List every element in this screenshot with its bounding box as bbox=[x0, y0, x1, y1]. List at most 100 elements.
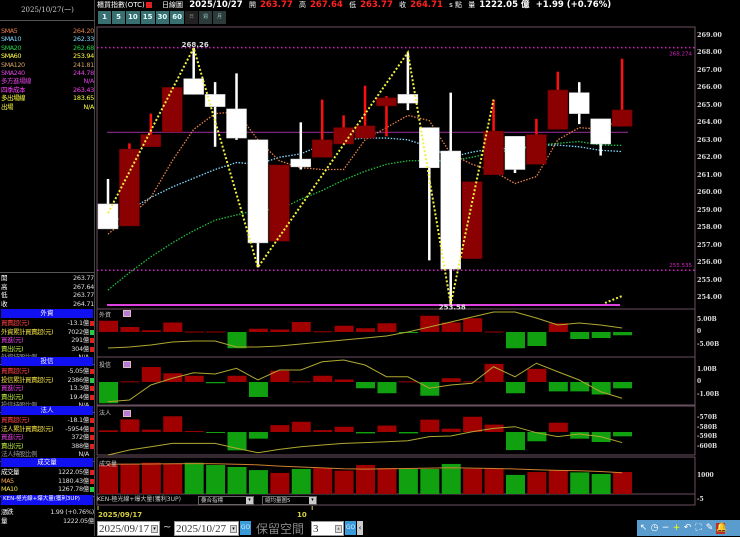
trend-marker-icon bbox=[90, 487, 94, 493]
bar bbox=[441, 322, 461, 332]
institutional-row: 買賣超(元) -18.1億 bbox=[1, 416, 94, 425]
row-value: 7022億 bbox=[67, 327, 89, 336]
sma5-line bbox=[107, 111, 623, 235]
peak-label: 268.26 bbox=[182, 41, 209, 49]
ohlc-value: 263.77 bbox=[73, 291, 94, 299]
bar bbox=[484, 363, 504, 382]
period-tab-1[interactable]: 1 bbox=[98, 11, 111, 24]
trend-marker-icon bbox=[90, 443, 94, 449]
bar bbox=[441, 378, 461, 382]
volume-bar bbox=[184, 462, 204, 494]
period-tab-30[interactable]: 30 bbox=[155, 11, 170, 24]
date-go-button[interactable]: GO bbox=[240, 521, 251, 535]
reserve-space-input[interactable]: 3 ± bbox=[311, 521, 344, 536]
x-tick-label: 2025/09/17 bbox=[98, 511, 143, 519]
bar bbox=[334, 379, 354, 382]
row-value: N/A bbox=[78, 401, 89, 410]
bar bbox=[313, 430, 333, 432]
period-tab-週[interactable]: 週 bbox=[199, 11, 212, 24]
zoom-in-icon[interactable]: + bbox=[672, 522, 681, 533]
scroll-left-button[interactable]: ‹ bbox=[357, 521, 363, 535]
axis-label: 0 bbox=[697, 328, 702, 335]
undo-icon[interactable]: ↶ bbox=[683, 522, 692, 533]
volume-bar bbox=[613, 472, 633, 494]
bar bbox=[505, 332, 525, 349]
bar bbox=[613, 332, 633, 336]
bar bbox=[141, 429, 161, 432]
foreign-row: 賣出(元) 304億 bbox=[1, 345, 94, 354]
ohlc-row: 收 264.71 bbox=[1, 300, 94, 309]
trend-marker-icon bbox=[90, 470, 94, 475]
candle bbox=[461, 181, 483, 259]
bar bbox=[398, 381, 418, 383]
price-axis-label: 259.00 bbox=[697, 205, 722, 214]
price-axis-label: 255.00 bbox=[697, 275, 722, 284]
trend-marker-icon bbox=[90, 386, 94, 392]
trend-marker-icon bbox=[90, 418, 94, 423]
trend-marker-icon bbox=[90, 435, 94, 441]
foreign-row: 外資累計買賣超(元) 7022億 bbox=[1, 328, 94, 337]
reserve-go-button[interactable]: GO bbox=[345, 521, 356, 535]
clock-icon[interactable]: ◷ bbox=[650, 522, 659, 533]
volume-bar bbox=[206, 465, 226, 494]
summary-row: 量 1222.05億 bbox=[1, 517, 94, 526]
trust-row: 賣出(元) 19.4億 bbox=[1, 393, 94, 402]
panel-settings-icon[interactable] bbox=[123, 361, 131, 368]
flag-icon bbox=[145, 2, 152, 8]
indicator-label: SMA60 bbox=[1, 52, 21, 61]
ohlc-label: 高 bbox=[1, 282, 8, 291]
period-tab-15[interactable]: 15 bbox=[140, 11, 155, 24]
fit-icon[interactable]: ⛶ bbox=[695, 522, 702, 533]
period-tab-10[interactable]: 10 bbox=[126, 11, 140, 24]
spinner-icon[interactable]: ± bbox=[335, 525, 342, 533]
period-tab-日[interactable]: 日 bbox=[185, 11, 198, 24]
open-label: 開 bbox=[248, 1, 256, 9]
panel-settings-icon[interactable] bbox=[123, 410, 131, 417]
candle bbox=[354, 125, 376, 139]
pointer-icon[interactable]: ↖ bbox=[639, 522, 648, 533]
volume_info-section-header: 成交量 bbox=[1, 458, 93, 467]
volume-chart-select[interactable]: 縮均量圖5 ▾ bbox=[262, 496, 317, 505]
indicator-value: 253.94 bbox=[73, 52, 94, 61]
price-axis-label: 265.00 bbox=[697, 100, 722, 109]
bar bbox=[313, 331, 333, 333]
zoom-out-icon[interactable]: − bbox=[661, 522, 670, 533]
chart-type: 日線圖 bbox=[161, 1, 183, 9]
volume-bar bbox=[120, 463, 140, 494]
row-label: 買賣超(元) bbox=[1, 416, 30, 424]
period-tabs: 1 5 10 15 30 60 日週月 bbox=[98, 11, 226, 24]
bar bbox=[591, 382, 611, 395]
price-axis-label: 260.00 bbox=[697, 188, 722, 197]
period-tab-5[interactable]: 5 bbox=[112, 11, 125, 24]
indicator-label: 多方進場線 bbox=[1, 77, 32, 86]
indicator-row: SMA10 262.33 bbox=[1, 35, 94, 44]
panel-frame bbox=[96, 493, 696, 506]
panel-settings-icon[interactable] bbox=[123, 310, 131, 317]
bar bbox=[548, 422, 568, 432]
start-date-input[interactable]: 2025/09/17 ▾ bbox=[97, 521, 160, 536]
chevron-down-icon[interactable]: ▾ bbox=[230, 525, 237, 533]
period-tab-60[interactable]: 60 bbox=[170, 11, 184, 24]
candle bbox=[611, 109, 633, 127]
chevron-down-icon: ▾ bbox=[309, 497, 316, 504]
indicator-value: N/A bbox=[83, 102, 94, 111]
period-tab-月[interactable]: 月 bbox=[213, 11, 226, 24]
row-label: 成交量 bbox=[1, 468, 20, 476]
bar bbox=[291, 322, 311, 332]
bar bbox=[184, 331, 204, 333]
row-value: 1267.78億 bbox=[58, 485, 89, 494]
institutional-panel-title: 法人 bbox=[99, 410, 112, 417]
chevron-down-icon[interactable]: ▾ bbox=[151, 525, 158, 533]
candle bbox=[183, 78, 204, 95]
axis-label: -570B bbox=[697, 414, 718, 421]
trend-marker-icon bbox=[90, 338, 94, 344]
bar bbox=[248, 382, 268, 397]
end-date-input[interactable]: 2025/10/27 ▾ bbox=[174, 521, 239, 536]
bar bbox=[527, 332, 547, 346]
alert-bell-icon[interactable]: 🔔 bbox=[716, 522, 728, 534]
indicator-row: SMA20 262.68 bbox=[1, 44, 94, 53]
overlay-indicator-select[interactable]: 疊合指標 ▾ bbox=[198, 496, 254, 505]
draw-icon[interactable]: ✎ bbox=[705, 522, 714, 533]
ohlc-value: 263.77 bbox=[73, 274, 94, 282]
